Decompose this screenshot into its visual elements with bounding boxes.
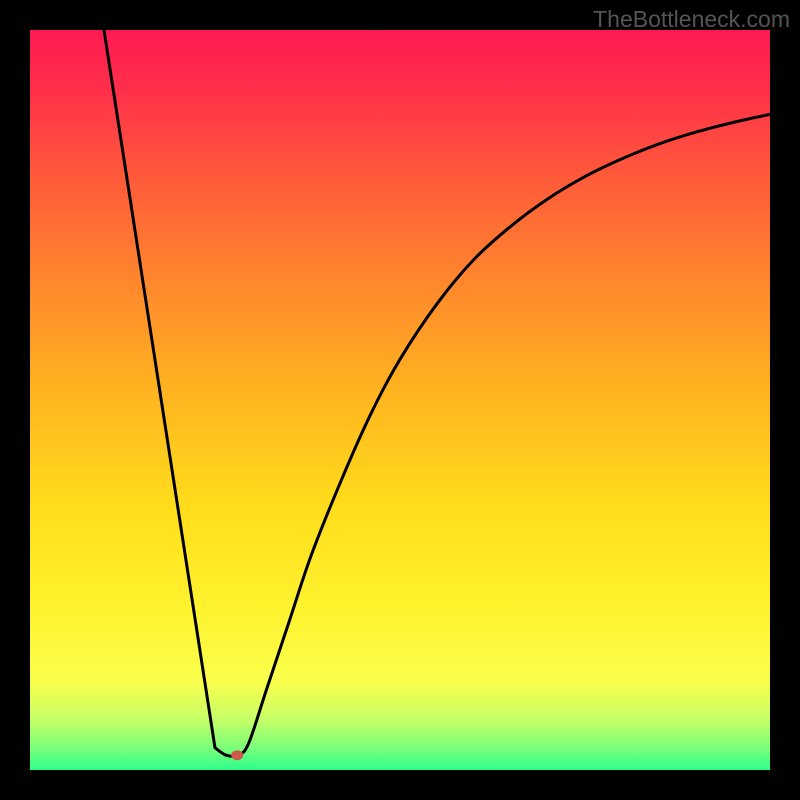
watermark-text: TheBottleneck.com	[593, 6, 790, 33]
optimal-point-marker	[231, 750, 243, 760]
chart-svg	[0, 0, 800, 800]
plot-gradient-area	[30, 30, 770, 770]
bottleneck-chart: TheBottleneck.com	[0, 0, 800, 800]
